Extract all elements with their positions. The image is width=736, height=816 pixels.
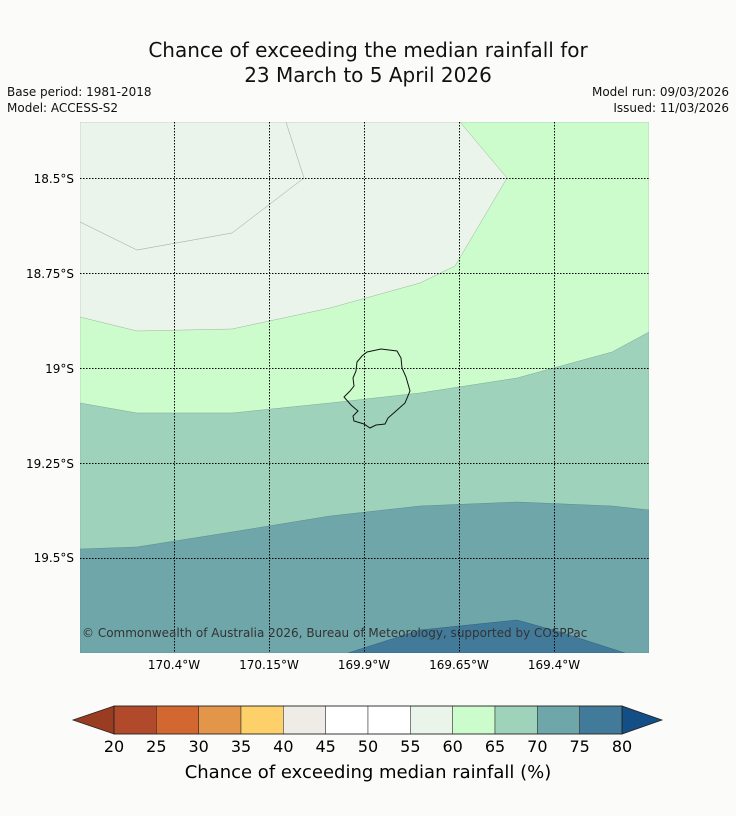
- lat-label: 19.5°S: [34, 551, 74, 565]
- colorbar-swatch: [537, 705, 580, 735]
- model-name: Model: ACCESS-S2: [7, 101, 119, 115]
- colorbar-tick-label: 30: [188, 737, 208, 756]
- lon-label: 169.9°W: [338, 658, 390, 672]
- meta-right: Model run: 09/03/2026 Issued: 11/03/2026: [592, 84, 729, 116]
- colorbar-swatch: [283, 705, 326, 735]
- map-panel: © Commonwealth of Australia 2026, Bureau…: [80, 122, 649, 653]
- lat-label: 18.75°S: [26, 267, 74, 281]
- niue-island-outline: [343, 348, 411, 429]
- issued-date: Issued: 11/03/2026: [613, 101, 729, 115]
- lat-label: 18.5°S: [34, 172, 74, 186]
- lon-label: 169.65°W: [429, 658, 489, 672]
- colorbar-tick-label: 65: [485, 737, 505, 756]
- title-line-2: 23 March to 5 April 2026: [244, 63, 492, 87]
- gridlines: [80, 122, 649, 653]
- colorbar-tick-label: 35: [231, 737, 251, 756]
- base-period: Base period: 1981-2018: [7, 85, 152, 99]
- colorbar-frame: [113, 705, 623, 735]
- colorbar-over-arrow: [621, 705, 664, 735]
- colorbar-under-arrow: [71, 705, 115, 735]
- colorbar-title: Chance of exceeding median rainfall (%): [185, 762, 552, 783]
- colorbar-tick-label: 25: [146, 737, 166, 756]
- lon-label: 169.4°W: [528, 658, 580, 672]
- lon-axis-labels: 170.4°W 170.15°W 169.9°W 169.65°W 169.4°…: [148, 658, 580, 672]
- colorbar-swatch: [579, 705, 623, 735]
- map-title: Chance of exceeding the median rainfall …: [0, 38, 736, 88]
- colorbar-swatch: [198, 705, 242, 735]
- colorbar-swatch: [410, 705, 453, 735]
- model-run: Model run: 09/03/2026: [591, 85, 729, 99]
- title-line-1: Chance of exceeding the median rainfall …: [148, 38, 588, 62]
- colorbar-swatch: [156, 705, 199, 735]
- colorbar-tick-label: 80: [612, 737, 632, 756]
- colorbar-tick-label: 75: [569, 737, 589, 756]
- lat-label: 19°S: [45, 362, 74, 376]
- colorbar-tick-label: 40: [273, 737, 293, 756]
- region-70-75: [80, 501, 649, 653]
- colorbar-swatch: [325, 705, 369, 735]
- colorbar: 20 25 30 35 40 45 50 55 60 65 70 75 80 Chance of exc…: [71, 705, 664, 783]
- lat-axis-labels: 18.5°S 18.75°S 19°S 19.25°S 19.5°S: [26, 172, 74, 565]
- colorbar-tick-label: 60: [442, 737, 462, 756]
- copyright-notice: © Commonwealth of Australia 2026, Bureau…: [82, 626, 587, 640]
- colorbar-tick-label: 50: [358, 737, 378, 756]
- colorbar-swatch: [452, 705, 496, 735]
- colorbar-tick-label: 70: [527, 737, 547, 756]
- colorbar-swatch: [113, 705, 157, 735]
- lon-label: 170.15°W: [239, 658, 299, 672]
- colorbar-tick-label: 55: [400, 737, 420, 756]
- meta-left: Base period: 1981-2018 Model: ACCESS-S2: [7, 84, 152, 116]
- colorbar-tick-label: 20: [104, 737, 124, 756]
- colorbar-tick-label: 45: [315, 737, 335, 756]
- colorbar-swatch: [367, 705, 411, 735]
- lat-label: 19.25°S: [26, 457, 74, 471]
- colorbar-swatch: [494, 705, 538, 735]
- lon-label: 170.4°W: [148, 658, 200, 672]
- colorbar-swatch: [240, 705, 284, 735]
- region-75-80: [347, 619, 626, 653]
